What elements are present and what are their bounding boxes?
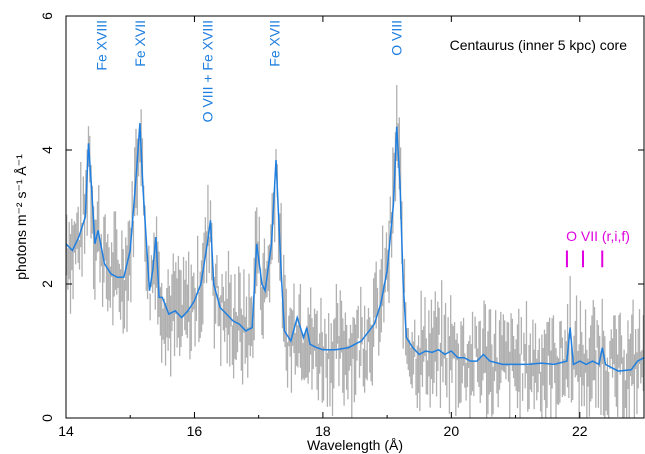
y-tick-label: 6 <box>39 12 55 20</box>
x-tick-label: 22 <box>572 423 588 439</box>
line-labels: Fe XVIII Fe XVII O VIII + Fe XVIII Fe XVII O… <box>93 20 404 122</box>
axes: 14 16 18 20 22 0 2 4 6 <box>39 12 644 439</box>
emission-line-label: Fe XVIII <box>93 20 109 71</box>
model-line <box>65 123 645 372</box>
x-tick-label: 16 <box>187 423 203 439</box>
y-tick-label: 2 <box>39 280 55 288</box>
emission-line-label: O VIII <box>389 20 405 56</box>
x-tick-label: 20 <box>444 423 460 439</box>
x-tick-label: 18 <box>315 423 331 439</box>
x-tick-label: 14 <box>58 423 74 439</box>
plot-frame <box>65 15 645 419</box>
ovii-markers: O VII (r,i,f) <box>565 228 630 268</box>
emission-line-label: Fe XVII <box>267 20 283 67</box>
y-tick-label: 4 <box>39 146 55 154</box>
emission-line-label: Fe XVII <box>132 20 148 67</box>
x-axis-title: Wavelength (Å) <box>307 437 403 453</box>
ovii-label: O VII (r,i,f) <box>566 228 630 244</box>
model-series <box>65 123 645 372</box>
chart-title: Centaurus (inner 5 kpc) core <box>450 37 628 53</box>
y-tick-label: 0 <box>39 414 55 422</box>
emission-line-label: O VIII + Fe XVIII <box>199 20 215 122</box>
data-error-bars <box>65 85 645 418</box>
y-axis-title: photons m⁻² s⁻¹ Å⁻¹ <box>13 154 29 280</box>
